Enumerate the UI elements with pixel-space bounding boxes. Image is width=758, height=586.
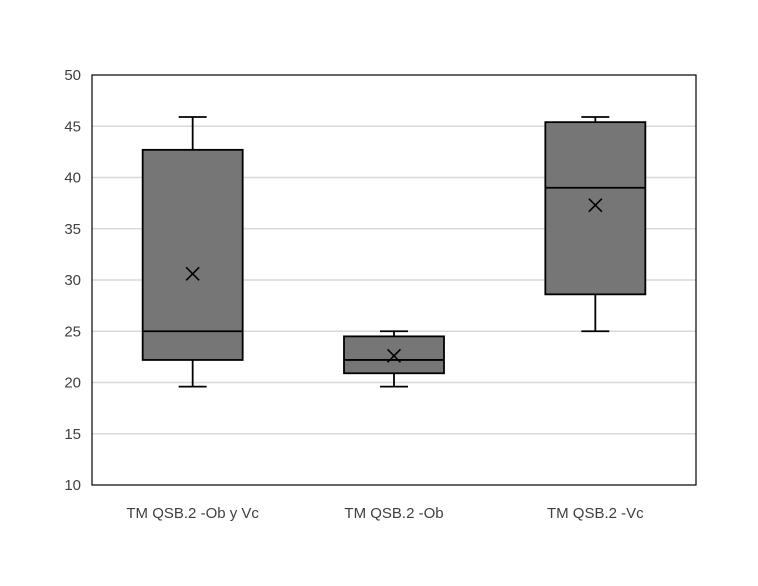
box-group [141,116,244,388]
box-series [141,116,647,388]
box-group [544,116,647,333]
mean-marker [588,198,603,213]
box-group [343,330,445,388]
mean-marker [185,266,200,281]
x-category-label: TM QSB.2 -Vc [547,505,644,522]
y-tick-label: 25 [64,323,81,340]
y-axis-ticks: 10 15 20 25 30 35 40 45 50 [64,67,81,494]
plot-area [91,74,697,486]
y-tick-label: 15 [64,426,81,443]
x-axis-labels: TM QSB.2 -Ob y Vc TM QSB.2 -Ob TM QSB.2 -V… [126,505,644,522]
y-tick-label: 10 [64,477,81,494]
x-category-label: TM QSB.2 -Ob [344,505,443,522]
y-tick-label: 35 [64,221,81,238]
y-tick-label: 30 [64,272,81,289]
y-tick-label: 45 [64,118,81,135]
mean-marker [386,348,402,363]
y-tick-label: 20 [64,375,81,392]
y-tick-label: 40 [64,170,81,187]
y-tick-label: 50 [64,67,81,84]
iqr-box [141,148,244,361]
iqr-box [544,121,647,296]
x-category-label: TM QSB.2 -Ob y Vc [126,505,259,522]
